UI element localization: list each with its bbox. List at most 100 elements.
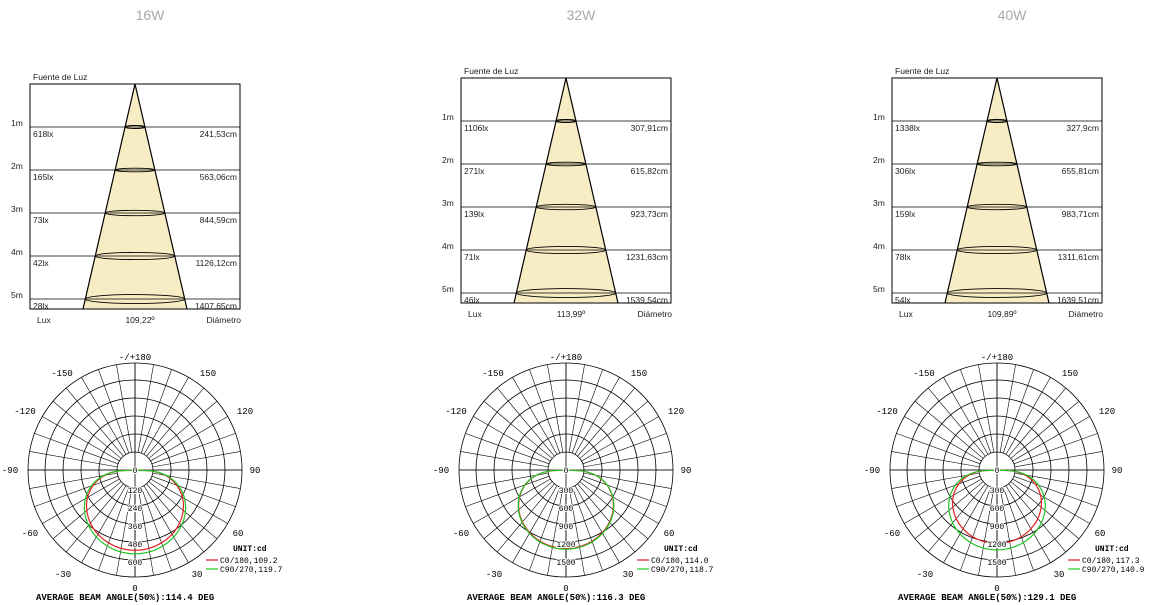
polar-angle-label: 60: [233, 529, 244, 539]
polar-angle-label: 30: [623, 570, 634, 580]
lux-value: 618lx: [33, 129, 54, 139]
polar-angle-label: 0: [994, 584, 999, 594]
beam-angle-label: 113,99º: [557, 309, 585, 319]
light-source-label: Fuente de Luz: [33, 72, 87, 82]
panel-40w: 40W Fuente de Luz 1m 1338lx 327,9cm 2m 306lx 6…: [862, 0, 1157, 605]
polar-spoke: [146, 387, 205, 457]
diameter-value: 1639,51cm: [1057, 295, 1099, 305]
polar-angle-label: 0: [132, 584, 137, 594]
c90-curve: [948, 469, 1046, 551]
polar-angle-label: -30: [55, 570, 71, 580]
distance-label: 3m: [11, 204, 23, 214]
polar-angle-label: -/+180: [981, 353, 1013, 363]
polar-spoke: [116, 487, 133, 576]
radial-tick-label: 360: [128, 523, 143, 532]
radial-tick-label: 240: [128, 505, 143, 514]
polar-angle-label: -120: [14, 407, 36, 417]
distance-label: 4m: [873, 241, 885, 251]
polar-spoke: [143, 485, 189, 563]
lux-value: 46lx: [464, 295, 480, 305]
polar-angle-label: -120: [876, 407, 898, 417]
diameter-value: 1231,63cm: [626, 252, 668, 262]
beam-cone-fill: [514, 78, 618, 303]
polar-spoke: [574, 377, 620, 455]
polar-spoke: [579, 400, 649, 459]
radial-tick-label: 1200: [556, 541, 575, 550]
polar-spoke: [978, 364, 995, 453]
polar-angle-label: 150: [1062, 369, 1078, 379]
diameter-value: 241,53cm: [200, 129, 237, 139]
polar-spoke: [1008, 387, 1067, 457]
watt-title: 40W: [997, 7, 1027, 23]
legend-c0: C0/180,114.0: [651, 557, 709, 566]
polar-spoke: [581, 416, 659, 462]
lux-value: 271lx: [464, 166, 485, 176]
cone-edge-right: [565, 77, 619, 304]
polar-angle-label: -30: [486, 570, 502, 580]
polar-angle-label: -90: [2, 466, 18, 476]
polar-spoke: [496, 483, 555, 553]
polar-spoke: [460, 451, 549, 468]
diameter-value: 1539,54cm: [626, 295, 668, 305]
polar-spoke: [1008, 483, 1067, 553]
polar-spoke: [574, 485, 620, 563]
polar-spoke: [512, 377, 558, 455]
polar-angle-label: -90: [433, 466, 449, 476]
polar-angle-label: 150: [200, 369, 216, 379]
diameter-value: 1407,65cm: [195, 301, 237, 311]
watt-title: 32W: [566, 7, 596, 23]
polar-spoke: [34, 433, 119, 465]
polar-spoke: [571, 369, 603, 454]
lux-value: 71lx: [464, 252, 480, 262]
distance-label: 1m: [11, 118, 23, 128]
radial-tick-label: 0: [564, 467, 569, 476]
lux-value: 306lx: [895, 166, 916, 176]
polar-spoke: [81, 485, 127, 563]
polar-spoke: [29, 451, 118, 468]
radial-tick-label: 1500: [987, 559, 1006, 568]
polar-angle-label: 150: [631, 369, 647, 379]
polar-spoke: [137, 364, 154, 453]
polar-angle-label: 90: [250, 466, 261, 476]
polar-spoke: [152, 451, 241, 468]
polar-spoke: [65, 483, 124, 553]
polar-spoke: [583, 451, 672, 468]
polar-spoke: [98, 369, 130, 454]
polar-spoke: [98, 486, 130, 571]
radial-tick-label: 0: [133, 467, 138, 476]
average-beam-angle: AVERAGE BEAM ANGLE(50%):114.4 DEG: [36, 593, 214, 603]
polar-spoke: [512, 485, 558, 563]
radial-tick-label: 900: [559, 523, 574, 532]
polar-spoke: [65, 387, 124, 457]
lux-axis-label: Lux: [468, 309, 482, 319]
beam-angle-label: 109,22º: [125, 315, 154, 325]
polar-angle-label: -60: [453, 529, 469, 539]
polar-spoke: [143, 377, 189, 455]
polar-spoke: [577, 483, 636, 553]
polar-spoke: [978, 487, 995, 576]
polar-angle-label: -120: [445, 407, 467, 417]
polar-angle-label: 90: [1112, 466, 1123, 476]
watt-title: 16W: [135, 7, 165, 23]
polar-spoke: [583, 472, 672, 489]
distance-label: 5m: [11, 290, 23, 300]
polar-spoke: [473, 416, 551, 462]
polar-spoke: [529, 369, 561, 454]
radial-tick-label: 480: [128, 541, 143, 550]
radial-tick-label: 600: [990, 505, 1005, 514]
polar-spoke: [582, 433, 667, 465]
diameter-axis-label: Diámetro: [638, 309, 673, 319]
polar-spoke: [140, 486, 172, 571]
polar-spoke: [1012, 478, 1090, 524]
radial-tick-label: 300: [559, 487, 574, 496]
average-beam-angle: AVERAGE BEAM ANGLE(50%):116.3 DEG: [467, 593, 645, 603]
polar-spoke: [1014, 451, 1103, 468]
lux-axis-label: Lux: [899, 309, 913, 319]
polar-spoke: [960, 369, 992, 454]
polar-spoke: [896, 475, 981, 507]
diameter-value: 655,81cm: [1062, 166, 1099, 176]
legend-c0: C0/180,109.2: [220, 557, 278, 566]
c90-curve: [83, 469, 187, 555]
